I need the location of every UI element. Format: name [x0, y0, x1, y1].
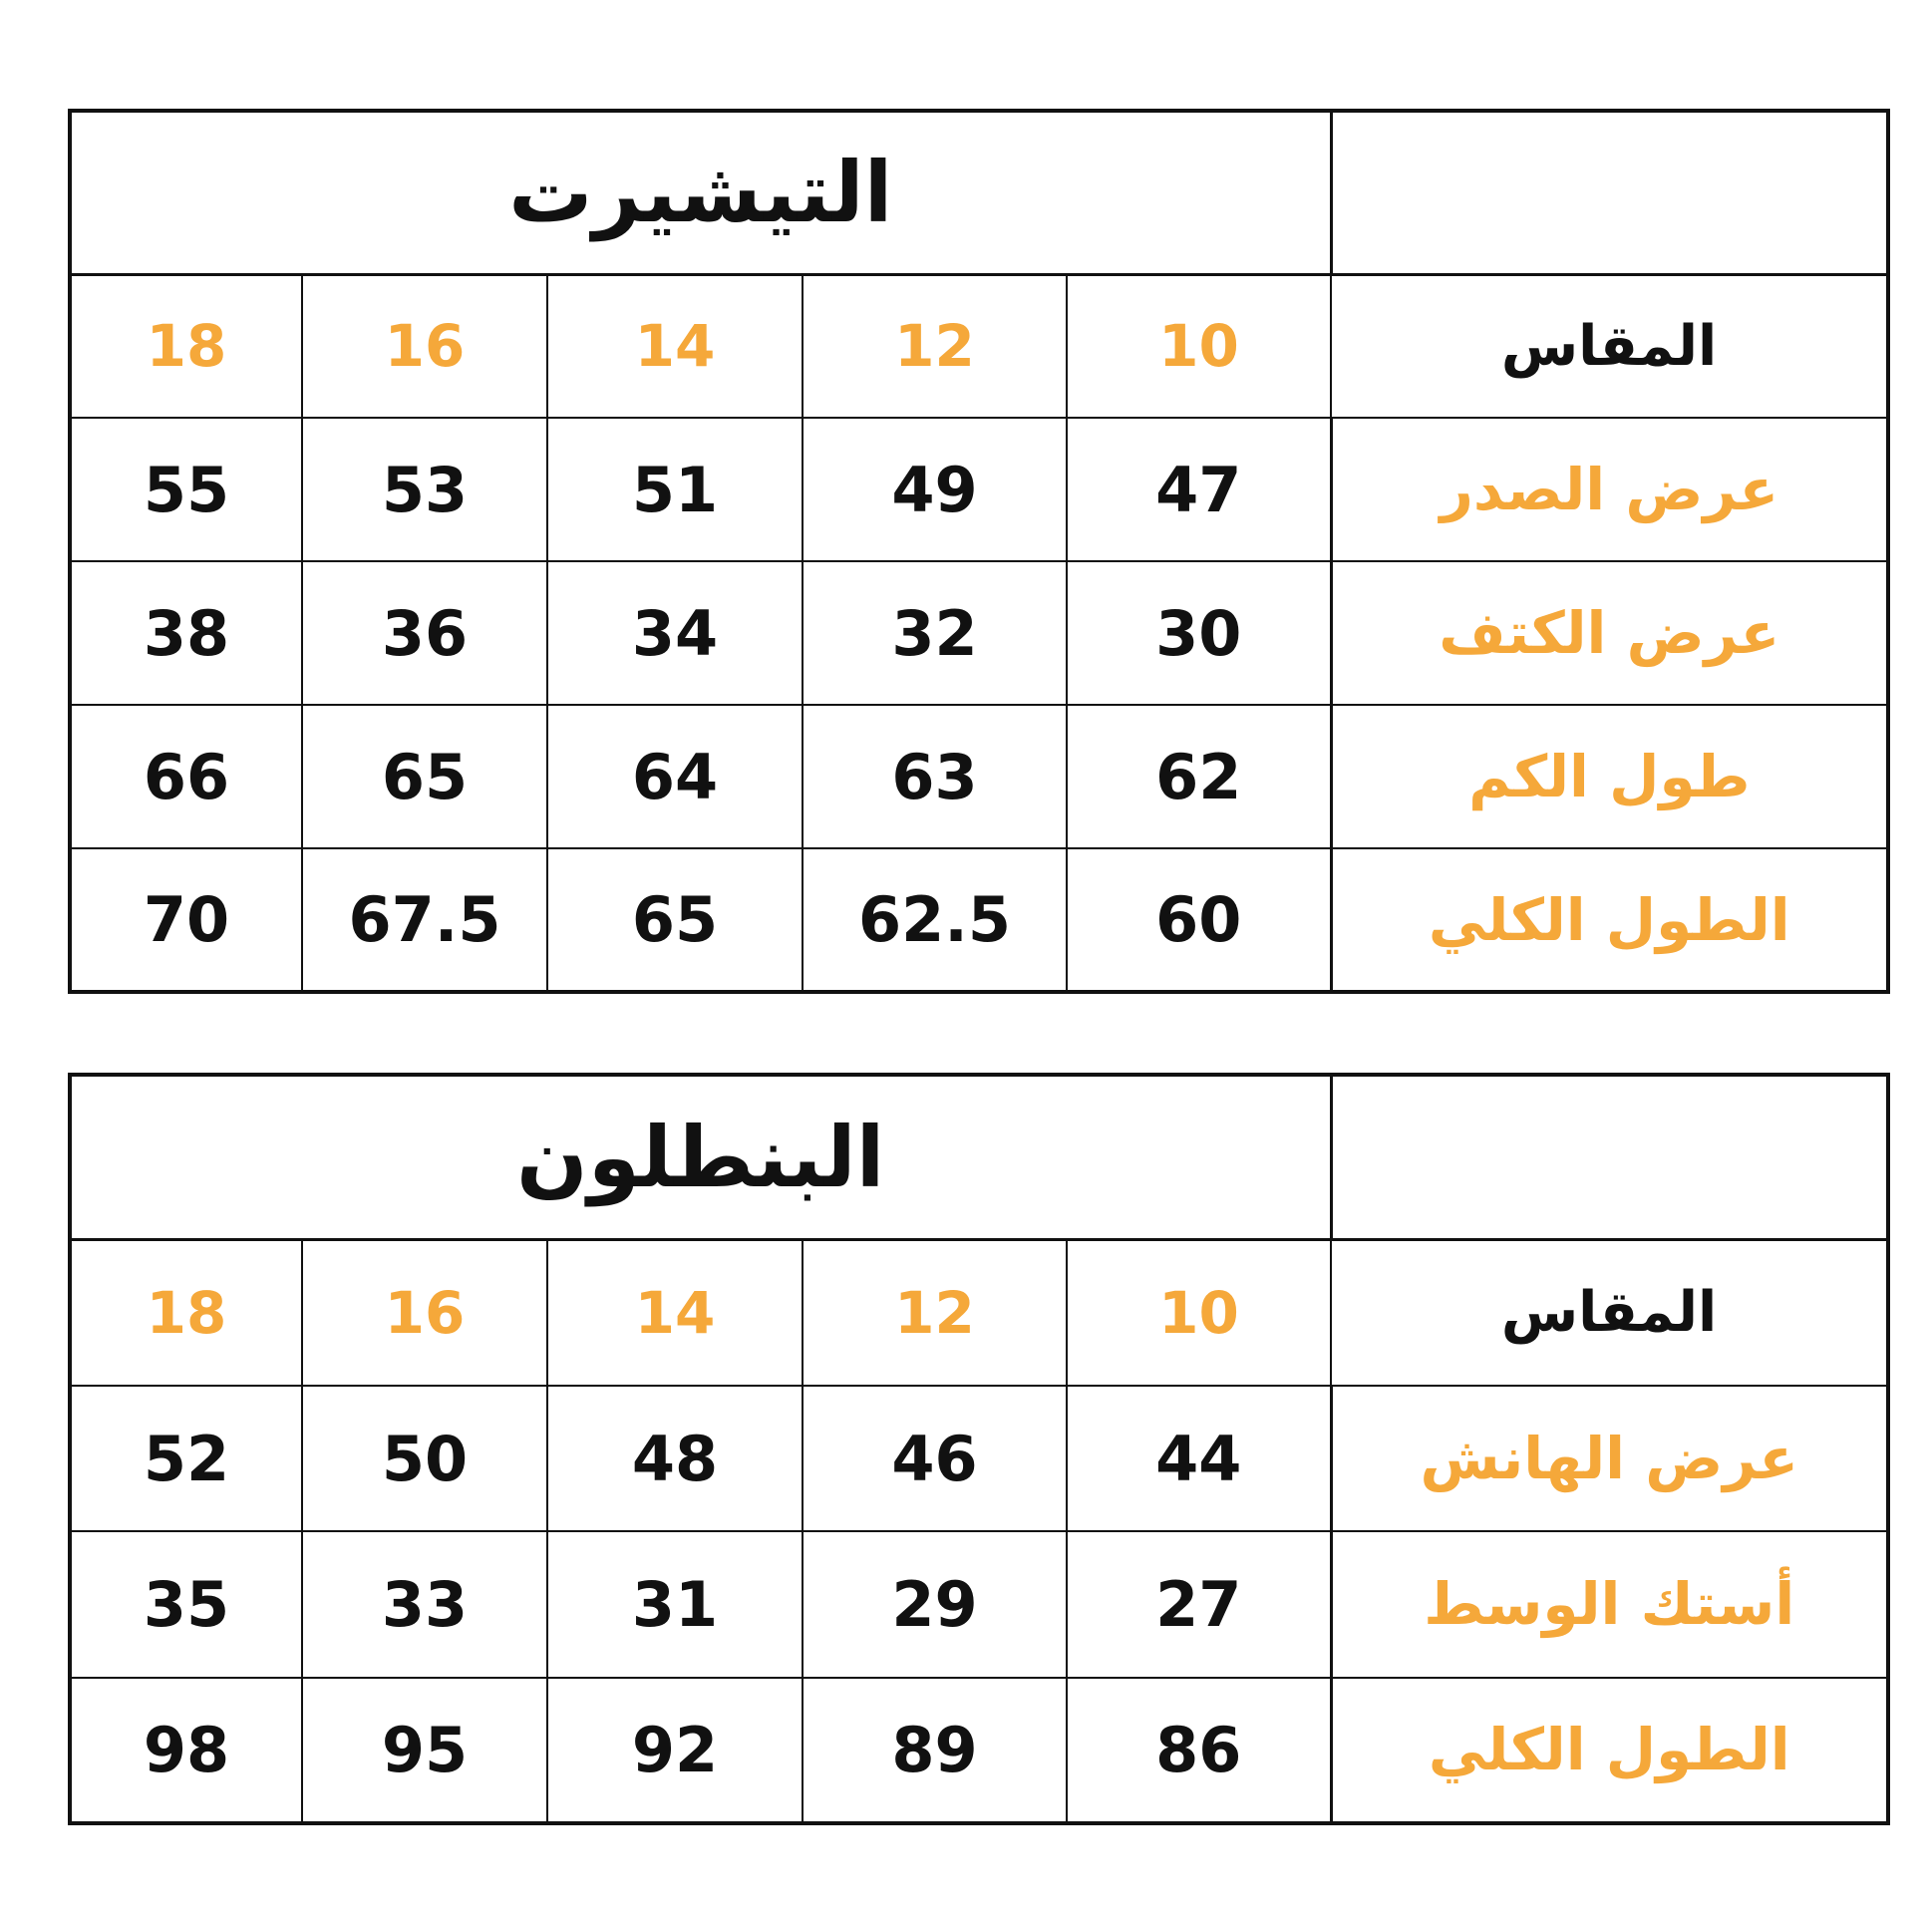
measurement-value: 62.5 [802, 847, 1069, 993]
size-header: 16 [301, 273, 549, 419]
measurement-value: 53 [301, 417, 549, 562]
title-row: البنطلون [68, 1074, 1889, 1242]
size-header-row: المقاس 10 12 14 16 18 [69, 1238, 1889, 1387]
measurement-value: 32 [802, 560, 1069, 706]
measurement-value: 49 [802, 417, 1069, 562]
table-title: التيشيرت [68, 110, 1333, 276]
measurement-value: 89 [802, 1676, 1068, 1825]
measurement-value: 35 [69, 1530, 303, 1679]
table-row: عرض الكتف 30 32 34 36 38 [68, 560, 1890, 706]
size-header: 12 [802, 273, 1069, 419]
measurement-value: 29 [802, 1530, 1068, 1679]
table-row: عرض الهانش 44 46 48 50 52 [69, 1384, 1889, 1533]
measurement-value: 98 [69, 1676, 303, 1825]
measurement-value: 55 [68, 417, 304, 562]
size-header: 18 [69, 1238, 303, 1387]
table-row: طول الكم 62 63 64 65 66 [68, 704, 1890, 849]
measurement-value: 63 [802, 704, 1069, 849]
size-header: 14 [546, 1238, 804, 1387]
measurement-label: أستك الوسط [1329, 1530, 1889, 1679]
measurement-label: طول الكم [1329, 704, 1890, 849]
measurement-value: 46 [802, 1384, 1068, 1533]
measurement-value: 50 [301, 1384, 548, 1533]
measurement-value: 65 [546, 847, 805, 993]
size-label: المقاس [1330, 1238, 1889, 1387]
tshirt-size-table: التيشيرت المقاس 10 12 14 16 18 عرض الصدر 47 49 51 5… [68, 109, 1891, 994]
table-title: البنطلون [68, 1074, 1332, 1242]
size-header: 12 [802, 1238, 1068, 1387]
size-header: 14 [546, 273, 805, 419]
size-header-row: المقاس 10 12 14 16 18 [68, 273, 1890, 419]
measurement-value: 51 [546, 417, 805, 562]
measurement-value: 31 [546, 1530, 804, 1679]
pants-size-table: البنطلون المقاس 10 12 14 16 18 عرض الهانش 44 46 48… [68, 1073, 1890, 1825]
corner-cell [1329, 110, 1890, 276]
measurement-value: 67.5 [301, 847, 549, 993]
measurement-label: عرض الكتف [1329, 560, 1890, 706]
size-header: 10 [1066, 1238, 1332, 1387]
measurement-value: 33 [301, 1530, 548, 1679]
measurement-value: 34 [546, 560, 805, 706]
measurement-label: الطول الكلي [1329, 847, 1890, 993]
measurement-value: 48 [546, 1384, 804, 1533]
measurement-label: عرض الصدر [1329, 417, 1890, 562]
measurement-value: 27 [1066, 1530, 1332, 1679]
measurement-label: الطول الكلي [1329, 1676, 1889, 1825]
measurement-value: 64 [546, 704, 805, 849]
measurement-value: 65 [301, 704, 549, 849]
measurement-value: 44 [1066, 1384, 1332, 1533]
table-row: أستك الوسط 27 29 31 33 35 [69, 1530, 1889, 1679]
measurement-value: 92 [546, 1676, 804, 1825]
title-row: التيشيرت [68, 110, 1890, 276]
table-row: عرض الصدر 47 49 51 53 55 [68, 417, 1890, 562]
table-row: الطول الكلي 60 62.5 65 67.5 70 [68, 847, 1890, 993]
size-header: 16 [301, 1238, 548, 1387]
measurement-value: 86 [1066, 1676, 1332, 1825]
size-header: 18 [68, 273, 304, 419]
measurement-value: 66 [68, 704, 304, 849]
measurement-value: 47 [1066, 417, 1333, 562]
corner-cell [1329, 1074, 1889, 1242]
measurement-value: 38 [68, 560, 304, 706]
measurement-value: 36 [301, 560, 549, 706]
measurement-label: عرض الهانش [1329, 1384, 1889, 1533]
table-row: الطول الكلي 86 89 92 95 98 [69, 1676, 1889, 1825]
measurement-value: 70 [68, 847, 304, 993]
size-label: المقاس [1330, 273, 1890, 419]
measurement-value: 62 [1066, 704, 1333, 849]
measurement-value: 95 [301, 1676, 548, 1825]
measurement-value: 30 [1066, 560, 1333, 706]
measurement-value: 52 [69, 1384, 303, 1533]
size-header: 10 [1066, 273, 1333, 419]
measurement-value: 60 [1066, 847, 1333, 993]
